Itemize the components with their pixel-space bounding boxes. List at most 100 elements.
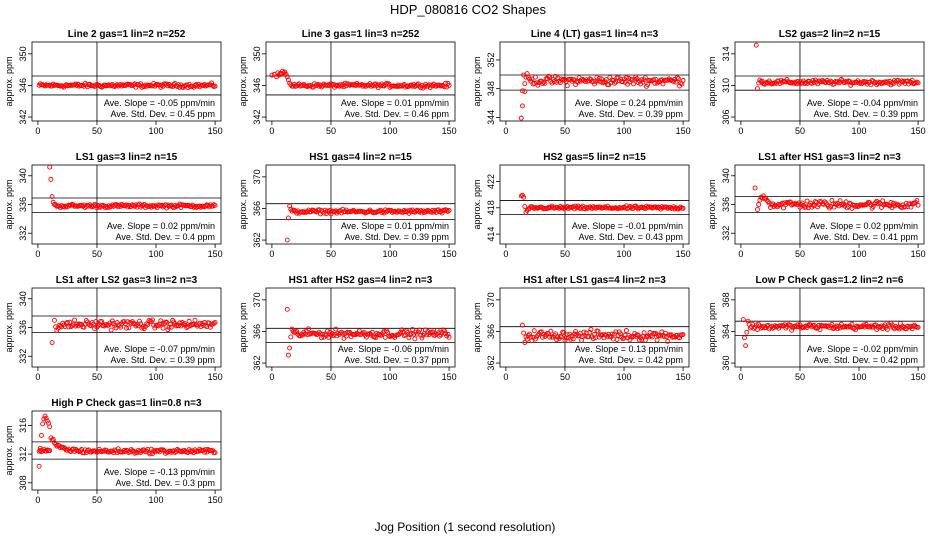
- data-point: [210, 83, 216, 89]
- x-tick-label: 0: [738, 372, 743, 382]
- x-tick-label: 150: [911, 126, 926, 136]
- panel-title: High P Check gas=1 lin=0.8 n=3: [51, 398, 202, 409]
- data-point: [521, 194, 527, 200]
- data-point: [623, 328, 629, 333]
- data-point: [94, 324, 100, 330]
- data-point: [809, 80, 815, 86]
- data-point: [563, 335, 569, 341]
- y-tick-label: 370: [486, 292, 496, 307]
- data-point: [51, 317, 57, 323]
- data-point: [189, 449, 194, 455]
- data-point: [613, 329, 619, 335]
- plot-frame: [265, 41, 456, 122]
- data-point: [605, 334, 610, 340]
- data-point: [522, 204, 528, 209]
- data-point: [163, 450, 168, 456]
- y-tick-label: 336: [18, 197, 28, 212]
- data-point: [289, 326, 295, 332]
- data-points: [284, 306, 452, 358]
- y-tick-label: 340: [18, 168, 28, 183]
- stddev-stat: Ave. Std. Dev. = 0.41 ppm: [814, 232, 918, 242]
- data-points: [284, 203, 452, 243]
- data-point: [212, 320, 218, 325]
- slope-stat: Ave. Slope = -0.05 ppm/min: [104, 98, 215, 108]
- x-tick-label: 100: [617, 372, 632, 382]
- data-point: [623, 75, 629, 81]
- panel-title: Low P Check gas=1.2 lin=2 n=6: [756, 275, 904, 286]
- data-point: [913, 80, 919, 86]
- data-point: [327, 329, 333, 335]
- data-point: [74, 83, 80, 89]
- data-points: [36, 80, 218, 91]
- data-point: [368, 83, 374, 89]
- data-point: [547, 74, 553, 80]
- panel-title: Line 3 gas=1 lin=3 n=252: [302, 29, 420, 40]
- data-point: [285, 215, 291, 221]
- data-point: [446, 82, 452, 88]
- y-tick-label: 332: [721, 226, 731, 241]
- data-point: [678, 80, 684, 86]
- y-tick-label: 364: [721, 324, 731, 339]
- data-point: [212, 203, 218, 208]
- data-point: [114, 320, 120, 325]
- data-point: [780, 205, 786, 211]
- x-tick-label: 100: [852, 249, 867, 259]
- x-tick-label: 150: [208, 495, 223, 505]
- y-axis-label: approx. ppm: [238, 179, 248, 229]
- slope-stat: Ave. Slope = -0.07 ppm/min: [104, 344, 215, 354]
- data-point: [631, 81, 636, 87]
- data-point: [915, 202, 921, 208]
- data-point: [72, 317, 77, 323]
- data-point: [519, 88, 525, 94]
- data-point: [283, 71, 289, 77]
- data-point: [896, 326, 902, 332]
- x-tick-label: 150: [676, 372, 691, 382]
- y-tick-label: 366: [252, 324, 262, 339]
- y-axis-label: approx. ppm: [238, 56, 248, 106]
- data-point: [531, 328, 537, 334]
- y-axis-label: approx. ppm: [707, 56, 717, 106]
- data-point: [541, 79, 547, 85]
- data-point: [678, 204, 684, 210]
- data-point: [553, 331, 558, 337]
- slope-stat: Ave. Slope = -0.13 ppm/min: [104, 467, 215, 477]
- data-point: [40, 421, 46, 427]
- data-point: [138, 321, 144, 327]
- data-point: [838, 321, 844, 327]
- data-point: [363, 334, 369, 340]
- data-point: [673, 79, 679, 85]
- y-tick-label: 348: [486, 81, 496, 96]
- data-points: [36, 413, 218, 469]
- data-point: [519, 322, 525, 328]
- data-point: [642, 75, 648, 81]
- y-tick-label: 414: [486, 227, 496, 242]
- x-tick-label: 0: [35, 249, 40, 259]
- data-point: [421, 210, 427, 215]
- plot-frame: [265, 287, 456, 368]
- data-point: [680, 332, 686, 337]
- data-point: [41, 416, 47, 422]
- y-axis-label: approx. ppm: [238, 302, 248, 352]
- data-point: [538, 78, 544, 84]
- data-point: [36, 463, 42, 469]
- data-point: [165, 327, 171, 333]
- data-point: [799, 200, 805, 206]
- x-tick-label: 100: [617, 126, 632, 136]
- data-points: [269, 68, 452, 91]
- data-point: [522, 340, 528, 345]
- data-point: [207, 324, 213, 330]
- slope-stat: Ave. Slope = 0.01 ppm/min: [341, 98, 449, 108]
- data-point: [754, 207, 760, 212]
- panel-title: LS1 after HS1 gas=3 lin=2 n=3: [758, 152, 901, 163]
- data-point: [49, 194, 55, 200]
- data-point: [522, 81, 528, 87]
- data-point: [67, 319, 73, 325]
- x-tick-label: 100: [383, 126, 398, 136]
- data-point: [432, 332, 438, 338]
- data-point: [353, 332, 359, 337]
- data-point: [562, 338, 568, 344]
- data-point: [531, 80, 537, 86]
- data-point: [212, 83, 218, 89]
- y-tick-label: 370: [252, 169, 262, 184]
